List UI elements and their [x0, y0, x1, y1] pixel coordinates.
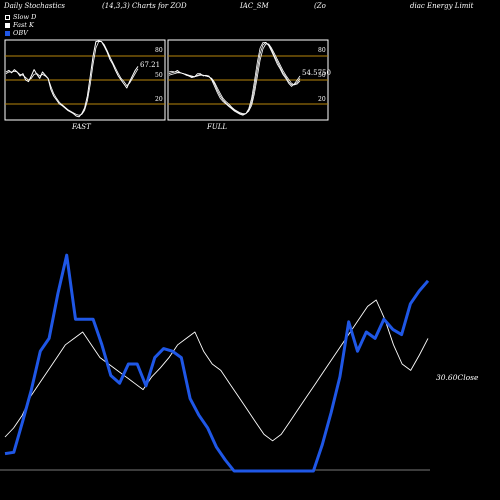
- filled-square-icon: [5, 22, 10, 28]
- legend-item-fast-k: Fast K: [5, 21, 36, 29]
- legend-item-obv: OBV: [5, 29, 36, 37]
- legend-item-slow-d: Slow D: [5, 13, 36, 21]
- legend-label: OBV: [13, 29, 28, 37]
- full-level-20-label: 20: [318, 96, 326, 103]
- obv-price-line: [4, 299, 429, 442]
- fast-panel: 80 50 20 67.21 FAST: [4, 39, 166, 131]
- obv-panel: 30.60Close: [0, 253, 479, 473]
- full-last-value: 54.5750: [302, 69, 331, 77]
- hollow-square-icon: [5, 14, 10, 20]
- full-panel: 80 50 20 54.5750 FULL: [167, 39, 331, 131]
- full-level-50-label: 50: [318, 72, 326, 79]
- fast-level-50-label: 50: [155, 72, 163, 79]
- close-value-label: 30.60Close: [436, 373, 479, 382]
- full-series-0-line: [168, 42, 301, 116]
- fast-level-80-label: 80: [155, 47, 163, 54]
- full-series-2-line: [168, 43, 301, 114]
- fast-panel-label: FAST: [71, 123, 92, 131]
- full-level-80-label: 80: [318, 47, 326, 54]
- legend: Slow D Fast K OBV: [5, 13, 36, 37]
- chart-title-left: Daily Stochastics: [4, 2, 66, 10]
- fast-series-1-line: [5, 41, 139, 116]
- full-series-1-line: [168, 42, 301, 115]
- fast-series-0-line: [5, 40, 139, 118]
- obv-line: [4, 253, 430, 473]
- chart-title-ticker: IAC_SM: [240, 2, 269, 10]
- fast-level-20-label: 20: [155, 96, 163, 103]
- chart-title-company: diac Energy Limit: [410, 2, 474, 10]
- fast-last-value: 67.21: [140, 61, 160, 69]
- full-panel-label: FULL: [206, 123, 227, 131]
- legend-label: Slow D: [13, 13, 37, 21]
- blue-square-icon: [5, 30, 10, 36]
- legend-label: Fast K: [13, 21, 34, 29]
- chart-title-params: (14,3,3) Charts for ZOD: [102, 2, 187, 10]
- chart-title-zo: (Zo: [314, 2, 326, 10]
